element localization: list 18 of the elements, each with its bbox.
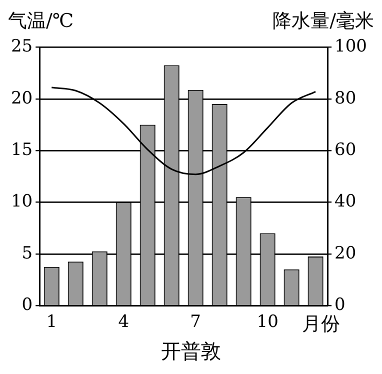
y-axis-title: 气温/℃ — [8, 9, 74, 34]
y2-axis-title: 降水量/毫米 — [272, 9, 374, 34]
y2-tick-label: 60 — [334, 140, 356, 160]
x-tick-label: 4 — [118, 312, 130, 332]
y2-tick-label: 80 — [334, 88, 356, 108]
y-tick-label: 10 — [10, 192, 33, 212]
x-tick-label: 1 — [46, 312, 58, 332]
text: 开普敦 — [160, 338, 222, 365]
y-tick-label: 5 — [22, 243, 33, 264]
y2-tick-label: 40 — [334, 192, 356, 212]
y-tick-label: 20 — [10, 88, 33, 108]
y-tick-label: 25 — [10, 36, 33, 57]
y-tick-label: 15 — [10, 140, 33, 160]
y2-tick-label: 100 — [334, 36, 368, 57]
y-tick-label: 0 — [22, 295, 33, 316]
x-tick-label: 7 — [190, 312, 202, 332]
y2-tick-label: 20 — [334, 243, 356, 264]
x-tick-label: 10 — [256, 312, 278, 332]
